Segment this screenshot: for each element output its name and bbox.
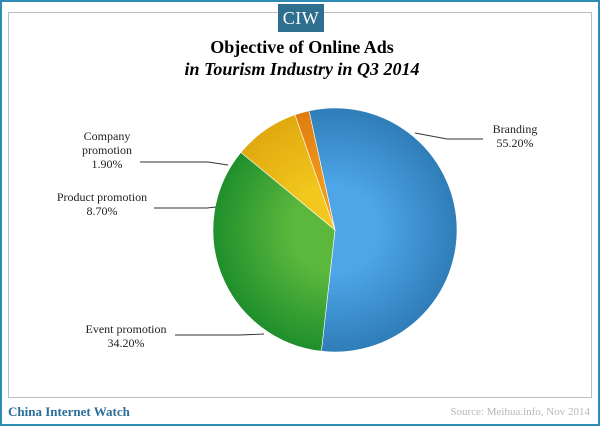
- pie-slice-company-promotion: [294, 110, 336, 231]
- pie-slice-branding: [308, 107, 458, 353]
- logo-text: CIW: [282, 7, 320, 28]
- leader-line-branding: [414, 132, 483, 140]
- footer-source: Source: Meihua.info, Nov 2014: [450, 406, 590, 418]
- slice-label-event-promotion: Event promotion 34.20%: [86, 322, 167, 350]
- pie-slices: [212, 107, 458, 353]
- leader-line-product-promotion: [154, 206, 217, 209]
- leader-lines: [140, 132, 483, 336]
- slice-value-product-promotion: 8.70%: [87, 204, 118, 218]
- slice-label-product-promotion: Product promotion 8.70%: [57, 190, 147, 218]
- slice-label-company-promotion: Company promotion 1.90%: [82, 129, 132, 171]
- slice-value-event-promotion: 34.20%: [108, 336, 145, 350]
- leader-line-event-promotion: [175, 333, 265, 336]
- footer-brand: China Internet Watch: [8, 404, 130, 419]
- leader-line-company-promotion: [140, 161, 229, 166]
- chart-title: Objective of Online Ads: [210, 37, 394, 57]
- pie-slice-event-promotion: [212, 151, 336, 352]
- slice-labels: Branding 55.20% Event promotion 34.20% Produ…: [57, 122, 538, 350]
- slice-value-branding: 55.20%: [497, 136, 534, 150]
- slice-label-branding: Branding 55.20%: [493, 122, 538, 150]
- chart-title-block: Objective of Online Ads in Tourism Indus…: [2, 36, 600, 80]
- slice-value-company-promotion: 1.90%: [92, 157, 123, 171]
- ciw-logo: CIW: [278, 4, 324, 32]
- chart-subtitle: in Tourism Industry in Q3 2014: [184, 59, 420, 79]
